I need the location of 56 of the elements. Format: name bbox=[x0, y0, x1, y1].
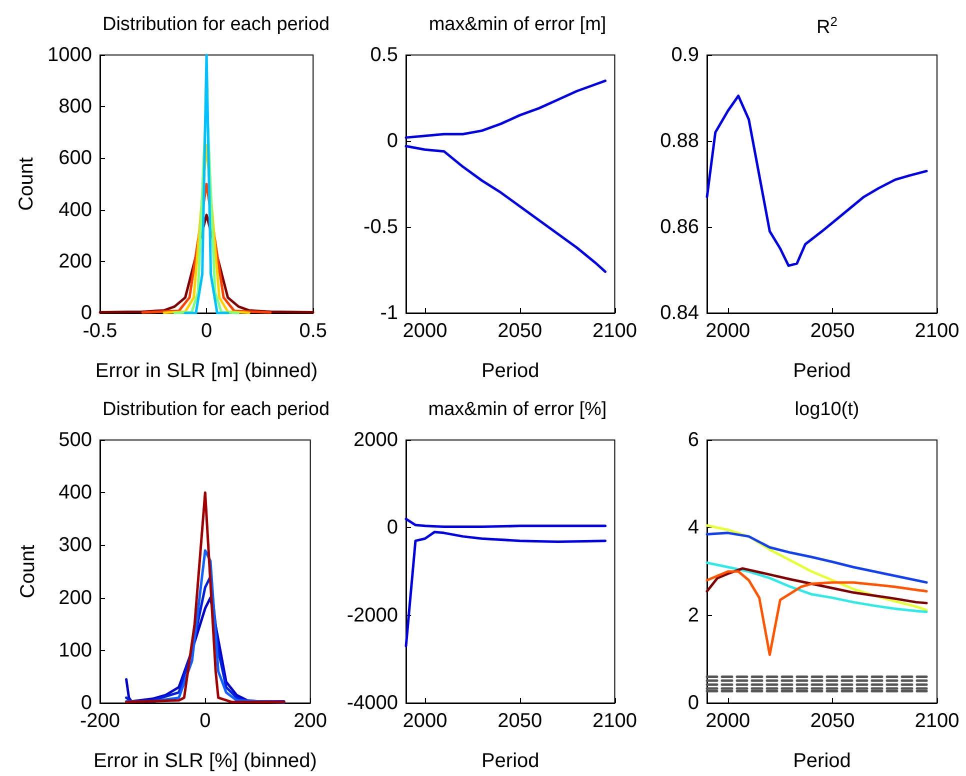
chart-title: max&min of error [%] bbox=[428, 399, 607, 420]
y-tick-label: -1 bbox=[380, 302, 398, 324]
x-tick-label: 2000 bbox=[706, 710, 750, 732]
x-tick-label: 2100 bbox=[914, 320, 960, 342]
x-tick-label: 2100 bbox=[914, 710, 960, 732]
y-axis-title: Count bbox=[17, 544, 39, 598]
x-tick-label: 2000 bbox=[706, 320, 750, 342]
x-tick-label: 2050 bbox=[810, 710, 855, 732]
x-tick-label: 0 bbox=[200, 710, 211, 732]
y-tick-label: 1000 bbox=[48, 44, 92, 66]
x-tick-label: 0 bbox=[200, 320, 212, 342]
y-tick-label: 500 bbox=[58, 429, 92, 451]
x-axis-title: Period bbox=[793, 750, 851, 772]
y-tick-label: 0.84 bbox=[660, 302, 699, 324]
y-tick-label: 800 bbox=[58, 96, 92, 118]
x-tick-label: 2000 bbox=[402, 710, 448, 732]
chart-title: Distribution for each period bbox=[102, 14, 330, 35]
x-tick-label: 2050 bbox=[498, 320, 542, 342]
y-tick-label: 0 bbox=[386, 130, 398, 152]
y-tick-label: 100 bbox=[58, 639, 92, 662]
y-tick-label: 0.9 bbox=[671, 44, 699, 66]
x-axis-title: Period bbox=[481, 360, 540, 382]
y-tick-label: 2000 bbox=[354, 429, 398, 451]
y-tick-label: 400 bbox=[58, 482, 92, 504]
y-tick-label: 0 bbox=[80, 302, 92, 324]
y-tick-label: -0.5 bbox=[364, 216, 398, 238]
x-axis-title: Period bbox=[481, 750, 540, 772]
x-tick-label: 2050 bbox=[498, 710, 542, 732]
y-tick-label: 600 bbox=[58, 147, 92, 170]
y-tick-label: 200 bbox=[58, 250, 92, 272]
chart-title: max&min of error [m] bbox=[428, 14, 606, 35]
x-axis-title: Error in SLR [m] (binned) bbox=[95, 360, 318, 382]
y-tick-label: 0 bbox=[688, 692, 699, 714]
y-tick-label: 200 bbox=[58, 586, 92, 609]
y-tick-label: -4000 bbox=[346, 692, 398, 714]
x-axis-title: Period bbox=[793, 360, 851, 382]
x-axis-title: Error in SLR [%] (binned) bbox=[93, 750, 317, 772]
x-tick-label: 0.5 bbox=[299, 320, 328, 342]
y-tick-label: 400 bbox=[58, 198, 92, 221]
y-tick-label: 0.5 bbox=[370, 44, 398, 66]
y-tick-label: 0 bbox=[386, 516, 398, 539]
x-tick-label: 2100 bbox=[592, 320, 638, 342]
y-tick-label: -2000 bbox=[346, 604, 398, 626]
y-tick-label: 0.86 bbox=[660, 216, 699, 238]
chart-title: log10(t) bbox=[794, 399, 860, 420]
x-tick-label: 2050 bbox=[810, 320, 855, 342]
y-tick-label: 6 bbox=[688, 429, 699, 451]
y-tick-label: 2 bbox=[688, 604, 699, 626]
x-tick-label: 2000 bbox=[402, 320, 448, 342]
y-tick-label: 300 bbox=[58, 534, 92, 556]
x-tick-label: 200 bbox=[294, 710, 328, 732]
y-tick-label: 4 bbox=[688, 516, 699, 539]
x-tick-label: 2100 bbox=[592, 710, 638, 732]
y-axis-title: Count bbox=[16, 156, 38, 211]
chart-title: Distribution for each period bbox=[102, 399, 330, 420]
y-tick-label: 0.88 bbox=[660, 130, 699, 152]
